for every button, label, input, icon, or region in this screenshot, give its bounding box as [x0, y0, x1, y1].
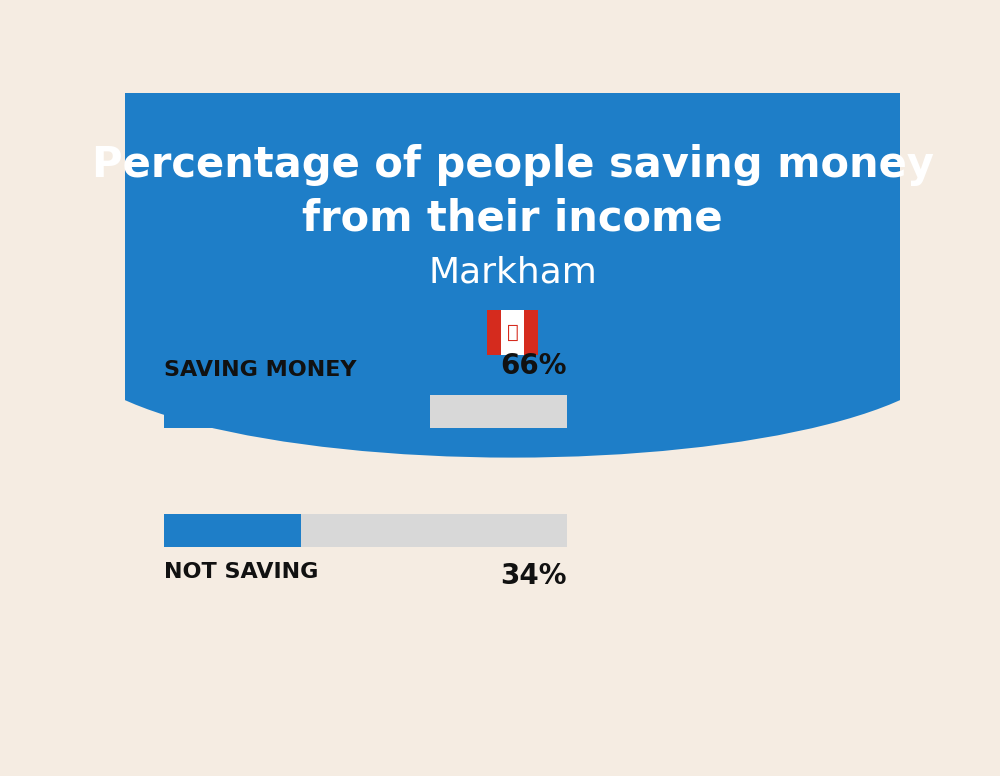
FancyBboxPatch shape [487, 310, 538, 355]
Text: SAVING MONEY: SAVING MONEY [164, 360, 356, 380]
Ellipse shape [67, 230, 958, 458]
Text: Percentage of people saving money: Percentage of people saving money [92, 144, 934, 185]
Text: from their income: from their income [302, 198, 723, 240]
Text: Markham: Markham [428, 255, 597, 289]
FancyBboxPatch shape [524, 310, 538, 355]
Bar [164, 514, 567, 547]
Text: 34%: 34% [500, 562, 567, 591]
Text: 66%: 66% [500, 352, 567, 380]
Bar [164, 514, 301, 547]
Bar [164, 395, 430, 428]
Bar [164, 395, 567, 428]
FancyBboxPatch shape [487, 310, 501, 355]
Text: 🍁: 🍁 [507, 323, 518, 341]
FancyBboxPatch shape [125, 93, 900, 344]
Text: NOT SAVING: NOT SAVING [164, 562, 318, 582]
